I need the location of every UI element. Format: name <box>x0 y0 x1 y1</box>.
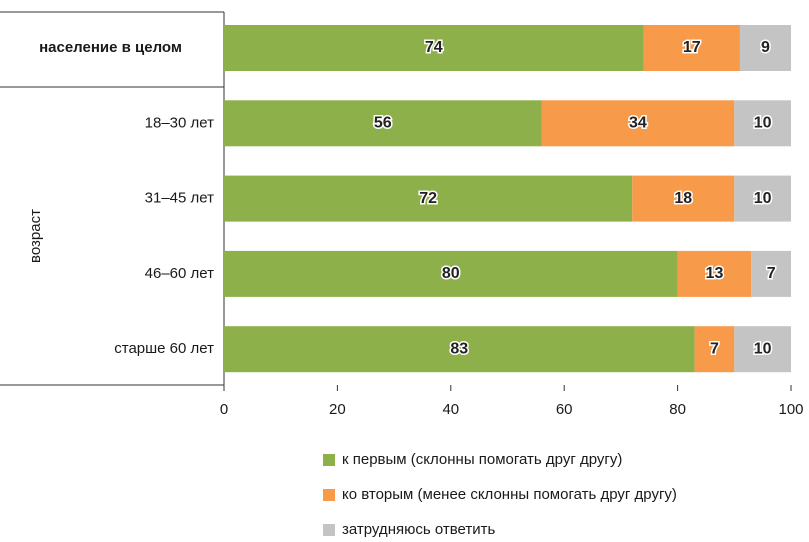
bar-segment <box>694 326 735 373</box>
category-label: 46–60 лет <box>145 265 214 282</box>
bar-segment <box>224 175 633 222</box>
x-tick-label: 80 <box>669 401 686 418</box>
value-label: 10 <box>754 340 772 357</box>
legend-label: ко вторым (менее склонны помогать друг д… <box>342 486 677 503</box>
legend-label: к первым (склонны помогать друг другу) <box>342 451 622 468</box>
group-label: возраст <box>27 209 44 263</box>
bar-segment <box>751 250 791 297</box>
value-label: 9 <box>761 39 770 56</box>
category-label: 18–30 лет <box>145 114 214 131</box>
legend-swatch <box>323 489 335 501</box>
x-tick-label: 100 <box>778 401 803 418</box>
bar-segment <box>632 175 735 222</box>
category-label: население в целом <box>39 39 182 56</box>
bar-segment <box>643 25 740 71</box>
legend-label: затрудняюсь ответить <box>342 521 495 538</box>
bar-segment <box>739 25 791 71</box>
category-label: старше 60 лет <box>114 340 214 357</box>
bar-segment <box>541 100 735 147</box>
value-label: 80 <box>442 265 460 282</box>
bar-segment <box>224 250 678 297</box>
legend-swatch <box>323 454 335 466</box>
bar-segment <box>224 326 695 373</box>
bar-segment <box>224 100 542 147</box>
value-label: 7 <box>710 340 719 357</box>
bar-segment <box>224 25 644 71</box>
value-label: 17 <box>683 39 701 56</box>
value-label: 10 <box>754 115 772 132</box>
value-label: 10 <box>754 190 772 207</box>
value-label: 34 <box>629 115 647 132</box>
value-label: 83 <box>450 340 468 357</box>
bar-segment <box>734 100 791 147</box>
x-tick-label: 60 <box>556 401 573 418</box>
value-label: 7 <box>767 265 776 282</box>
bar-segment <box>677 250 752 297</box>
x-tick-label: 0 <box>220 401 228 418</box>
bar-segment <box>734 326 791 373</box>
category-label: 31–45 лет <box>145 190 214 207</box>
x-tick-label: 40 <box>442 401 459 418</box>
legend-swatch <box>323 524 335 536</box>
value-label: 56 <box>374 115 392 132</box>
value-label: 74 <box>425 39 443 56</box>
value-label: 18 <box>674 190 692 207</box>
value-label: 72 <box>419 190 437 207</box>
bar-segment <box>734 175 791 222</box>
x-tick-label: 20 <box>329 401 346 418</box>
value-label: 13 <box>706 265 724 282</box>
